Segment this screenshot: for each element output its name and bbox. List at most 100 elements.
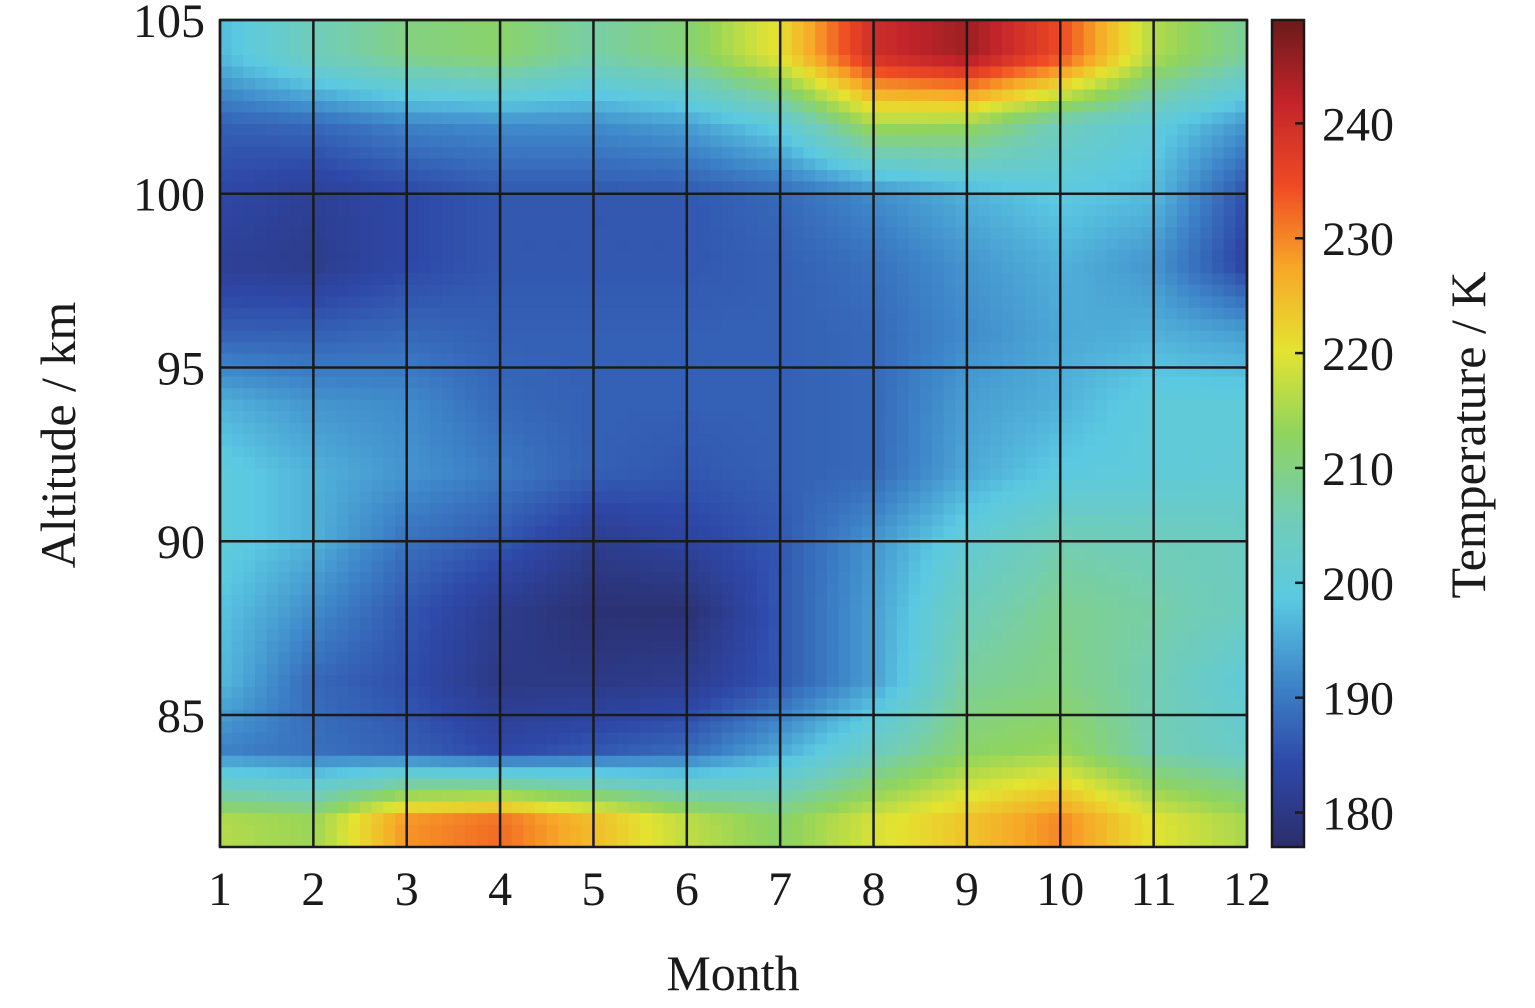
heatmap-cell [231,525,244,538]
heatmap-cell [943,801,956,814]
heatmap-cell [266,835,279,847]
heatmap-cell [710,249,723,262]
heatmap-cell [220,387,233,400]
heatmap-cell [698,272,711,285]
heatmap-cell [628,755,641,768]
heatmap-cell [1095,835,1108,847]
heatmap-cell [733,755,746,768]
heatmap-cell [1188,720,1201,733]
heatmap-cell [1106,663,1120,676]
heatmap-cell [395,536,408,549]
heatmap-cell [1048,663,1061,676]
heatmap-cell [710,261,723,274]
heatmap-cell [348,824,361,837]
heatmap-cell [255,410,268,423]
heatmap-cell [500,766,513,779]
heatmap-cell [605,732,618,745]
heatmap-cell [1200,720,1213,733]
heatmap-cell [441,536,455,549]
heatmap-cell [453,353,466,366]
heatmap-cell [1060,422,1073,435]
heatmap-cell [1118,399,1131,412]
heatmap-cell [1141,594,1155,607]
heatmap-cell [593,663,606,676]
heatmap-cell [861,582,875,595]
heatmap-cell [931,238,945,251]
heatmap-cell [908,387,921,400]
heatmap-cell [465,203,478,216]
heatmap-cell [990,789,1003,802]
heatmap-cell [1200,502,1213,515]
heatmap-cell [628,766,641,779]
heatmap-cell [488,743,501,756]
heatmap-cell [1223,490,1236,504]
heatmap-cell [348,640,361,653]
heatmap-cell [406,456,419,469]
heatmap-cell [1153,215,1166,228]
heatmap-cell [430,387,443,400]
heatmap-cell [523,743,536,756]
heatmap-cell [663,422,676,435]
heatmap-cell [838,502,851,515]
heatmap-cell [488,261,501,274]
heatmap-cell [768,697,781,710]
heatmap-cell [500,651,513,664]
heatmap-cell [768,307,781,320]
heatmap-cell [546,284,560,297]
heatmap-cell [1153,490,1166,504]
heatmap-cell [768,272,781,285]
heatmap-cell [348,755,361,768]
heatmap-cell [675,203,688,216]
heatmap-cell [558,387,571,400]
heatmap-cell [1165,697,1178,710]
heatmap-cell [990,238,1003,251]
heatmap-cell [231,203,244,216]
heatmap-cell [1095,387,1108,400]
heatmap-cell [558,801,571,814]
heatmap-cell [651,456,665,469]
heatmap-cell [348,330,361,343]
heatmap-cell [920,617,933,630]
heatmap-cell [301,330,314,343]
heatmap-cell [1130,467,1143,481]
heatmap-cell [885,640,898,653]
heatmap-cell [733,582,746,595]
heatmap-cell [955,835,968,847]
heatmap-cell [640,479,653,492]
heatmap-cell [745,640,758,653]
heatmap-cell [1235,376,1247,389]
heatmap-cell [581,801,595,814]
heatmap-cell [325,203,338,216]
heatmap-cell [500,801,513,814]
heatmap-cell [441,548,455,561]
heatmap-cell [453,674,466,687]
heatmap-cell [861,732,875,745]
heatmap-cell [1118,410,1131,423]
heatmap-cell [465,824,478,837]
heatmap-cell [675,399,688,412]
heatmap-cell [920,766,933,779]
heatmap-cell [488,686,501,699]
heatmap-cell [978,444,991,458]
heatmap-cell [640,307,653,320]
heatmap-cell [920,594,933,607]
heatmap-cell [663,674,676,687]
heatmap-cell [838,410,851,423]
heatmap-cell [406,766,419,779]
heatmap-cell [1165,226,1178,239]
heatmap-cell [1001,674,1015,687]
heatmap-cell [325,663,338,676]
heatmap-cell [476,249,490,262]
heatmap-cell [558,249,571,262]
heatmap-cell [1235,582,1247,595]
heatmap-cell [301,548,314,561]
heatmap-cell [220,674,233,687]
heatmap-cell [815,456,828,469]
heatmap-cell [1013,410,1026,423]
heatmap-cell [628,433,641,446]
heatmap-cell [593,249,606,262]
heatmap-cell [1060,548,1073,561]
heatmap-cell [1001,766,1015,779]
heatmap-cell [266,766,279,779]
heatmap-cell [383,571,396,584]
